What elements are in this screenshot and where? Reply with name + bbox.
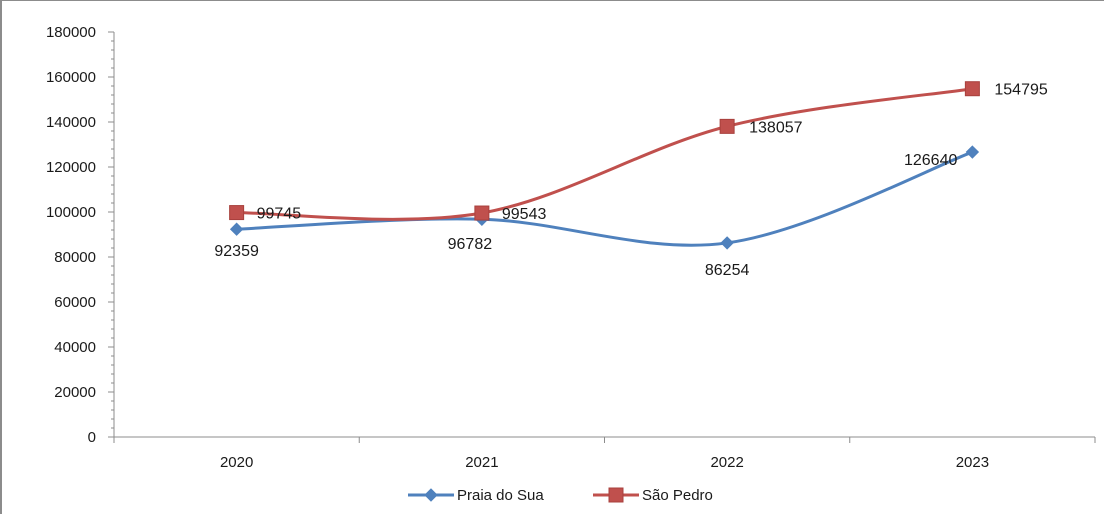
y-tick-label: 100000 xyxy=(46,204,96,221)
diamond-marker xyxy=(229,222,244,236)
square-marker xyxy=(229,205,245,221)
square-marker xyxy=(474,205,490,221)
y-tick-label: 180000 xyxy=(46,24,96,41)
data-label: 138057 xyxy=(749,119,802,136)
x-tick-label: 2022 xyxy=(710,454,743,471)
x-tick-label: 2023 xyxy=(956,454,989,471)
x-tick-label: 2020 xyxy=(220,454,253,471)
data-label: 99745 xyxy=(257,206,302,223)
legend: Praia do Sua São Pedro xyxy=(408,487,713,504)
legend-marker xyxy=(424,488,438,502)
y-tick-label: 160000 xyxy=(46,69,96,86)
diamond-marker xyxy=(965,145,980,159)
data-label: 99543 xyxy=(502,206,547,223)
y-tick-label: 80000 xyxy=(54,249,96,266)
data-label: 96782 xyxy=(448,236,493,253)
square-marker xyxy=(964,81,980,97)
y-axis-ticks: 0 20000 40000 60000 80000 100000 120000 140000 1… xyxy=(46,24,114,446)
y-tick-label: 20000 xyxy=(54,384,96,401)
data-label: 86254 xyxy=(705,262,750,279)
legend-item-sao-pedro: São Pedro xyxy=(593,487,713,504)
x-axis-ticks: 2020 2021 2022 2023 xyxy=(113,437,1096,471)
series-sao-pedro xyxy=(229,81,980,221)
data-labels: 92359 96782 86254 126640 99745 99543 138057 154… xyxy=(214,82,1047,279)
y-tick-label: 140000 xyxy=(46,114,96,131)
legend-item-praia-do-sua: Praia do Sua xyxy=(408,487,544,504)
y-tick-label: 120000 xyxy=(46,159,96,176)
y-tick-label: 60000 xyxy=(54,294,96,311)
diamond-marker xyxy=(720,236,734,250)
square-marker xyxy=(719,118,735,134)
x-tick-label: 2021 xyxy=(465,454,498,471)
data-label: 126640 xyxy=(904,152,957,169)
y-tick-label: 40000 xyxy=(54,339,96,356)
legend-marker xyxy=(608,487,624,503)
legend-label: Praia do Sua xyxy=(457,487,544,504)
y-tick-label: 0 xyxy=(88,429,96,446)
series-line xyxy=(236,150,973,247)
legend-label: São Pedro xyxy=(642,487,713,504)
series-line xyxy=(236,87,973,221)
series-group xyxy=(229,81,980,250)
data-label: 154795 xyxy=(994,82,1047,99)
data-label: 92359 xyxy=(214,243,259,260)
series-praia-do-sua xyxy=(229,145,980,250)
